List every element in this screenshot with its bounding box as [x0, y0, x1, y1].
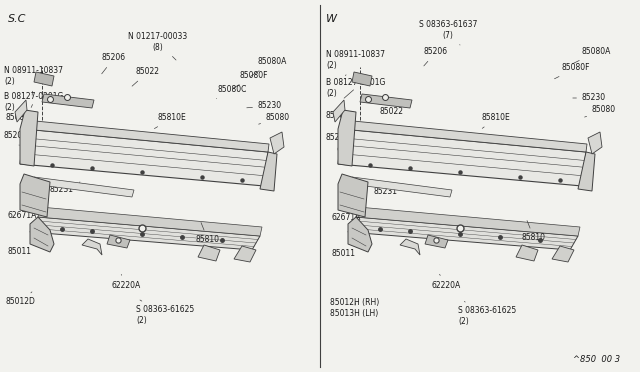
Text: 85206: 85206	[424, 48, 448, 66]
Text: S 08363-61625
(2): S 08363-61625 (2)	[136, 300, 195, 325]
Polygon shape	[348, 217, 372, 252]
Text: 85207: 85207	[326, 134, 350, 150]
Polygon shape	[107, 235, 130, 248]
Text: 62671A: 62671A	[332, 210, 362, 222]
Text: S 08363-61637
(7): S 08363-61637 (7)	[419, 20, 477, 45]
Text: 62671A: 62671A	[8, 208, 37, 221]
Polygon shape	[333, 100, 345, 122]
Polygon shape	[15, 100, 27, 122]
Polygon shape	[198, 245, 220, 261]
Text: 85230: 85230	[247, 102, 282, 110]
Polygon shape	[516, 245, 538, 261]
Text: W: W	[326, 14, 337, 24]
Polygon shape	[338, 129, 586, 186]
Text: 85080A: 85080A	[250, 58, 287, 77]
Polygon shape	[20, 174, 50, 217]
Text: 85012H (RH)
85013H (LH): 85012H (RH) 85013H (LH)	[330, 298, 380, 318]
Polygon shape	[20, 129, 268, 186]
Text: N 08911-10837
(2): N 08911-10837 (2)	[4, 66, 63, 95]
Text: 85080F: 85080F	[232, 71, 269, 89]
Text: B 08127-0201G
(2): B 08127-0201G (2)	[326, 78, 385, 98]
Text: 85022: 85022	[132, 67, 160, 86]
Text: 85207: 85207	[4, 131, 28, 145]
Polygon shape	[425, 235, 448, 248]
Polygon shape	[588, 132, 602, 154]
Text: 85080: 85080	[259, 113, 290, 124]
Text: 85231: 85231	[374, 184, 402, 196]
Polygon shape	[356, 207, 580, 236]
Text: 85080C: 85080C	[216, 86, 248, 99]
Text: 85080E: 85080E	[326, 112, 355, 128]
Text: 85080F: 85080F	[554, 64, 591, 79]
Polygon shape	[30, 217, 54, 252]
Polygon shape	[20, 110, 38, 166]
Text: 85810E: 85810E	[154, 113, 187, 129]
Text: 85022: 85022	[380, 101, 404, 116]
Polygon shape	[42, 94, 94, 108]
Polygon shape	[234, 246, 256, 262]
Polygon shape	[352, 72, 372, 86]
Polygon shape	[400, 239, 420, 255]
Polygon shape	[348, 217, 578, 250]
Polygon shape	[350, 177, 452, 197]
Polygon shape	[360, 94, 412, 108]
Polygon shape	[338, 110, 356, 166]
Polygon shape	[552, 246, 574, 262]
Polygon shape	[260, 152, 277, 191]
Text: B 08127-0201G
(2): B 08127-0201G (2)	[4, 92, 63, 112]
Text: 85011: 85011	[8, 242, 34, 257]
Text: 85080E: 85080E	[6, 113, 35, 128]
Polygon shape	[338, 174, 368, 217]
Text: N 08911-10837
(2): N 08911-10837 (2)	[326, 50, 385, 76]
Polygon shape	[34, 72, 54, 86]
Polygon shape	[270, 132, 284, 154]
Text: ^850  00 3: ^850 00 3	[573, 355, 620, 364]
Text: N 01217-00033
(8): N 01217-00033 (8)	[129, 32, 188, 60]
Text: 85230: 85230	[573, 93, 606, 103]
Polygon shape	[30, 217, 260, 250]
Text: 85231: 85231	[50, 182, 80, 195]
Text: 62220A: 62220A	[112, 275, 141, 289]
Polygon shape	[24, 120, 269, 152]
Text: 85080: 85080	[584, 106, 616, 117]
Text: 85206: 85206	[102, 54, 126, 74]
Polygon shape	[82, 239, 102, 255]
Text: 85810: 85810	[196, 222, 220, 244]
Text: 85810E: 85810E	[482, 113, 511, 128]
Text: 62220A: 62220A	[432, 274, 461, 289]
Text: 85012D: 85012D	[6, 292, 36, 307]
Text: S 08363-61625
(2): S 08363-61625 (2)	[458, 301, 516, 326]
Text: 85810: 85810	[522, 221, 546, 243]
Text: 85080A: 85080A	[573, 48, 611, 64]
Text: S.C: S.C	[8, 14, 26, 24]
Polygon shape	[578, 152, 595, 191]
Text: 85011: 85011	[332, 244, 356, 259]
Polygon shape	[32, 177, 134, 197]
Polygon shape	[342, 120, 587, 152]
Polygon shape	[38, 207, 262, 236]
